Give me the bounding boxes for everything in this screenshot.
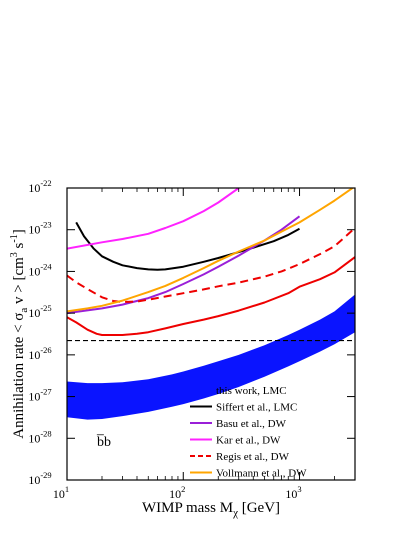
y-tick-label-6: 10-23 [28, 220, 51, 237]
x-tick-base: 10 [53, 487, 65, 501]
y-tick-exp: -25 [40, 303, 51, 313]
channel-annotation: b̅b [96, 434, 111, 450]
y-tick-base: 10 [28, 181, 40, 195]
x-tick-exp: 1 [65, 484, 69, 494]
plot-area [67, 188, 355, 420]
y-tick-base: 10 [28, 348, 40, 362]
legend-label-4: Regis et al., DW [216, 451, 290, 463]
y-tick-base: 10 [28, 473, 40, 487]
y-axis-title-sup1: 3 [9, 252, 20, 257]
legend-label-5: Vollmann et al., DW [216, 468, 307, 480]
band-this-work-lmc [67, 294, 355, 420]
y-axis-title: Annihilation rate < σa v > [cm3 s-1] [9, 229, 30, 438]
series-line-0 [75, 221, 300, 271]
y-tick-base: 10 [28, 390, 40, 404]
y-tick-label-5: 10-24 [28, 261, 52, 278]
y-tick-label-7: 10-22 [28, 178, 51, 195]
y-tick-label-4: 10-25 [28, 303, 51, 320]
legend-label-0: this work, LMC [216, 385, 287, 397]
legend: this work, LMC Siffert et al., LMC Basu et… [190, 385, 307, 480]
x-tick-label-2: 103 [285, 484, 301, 501]
series-line-1 [67, 215, 301, 315]
y-axis-title-end: ] [11, 229, 27, 234]
x-tick-label-0: 101 [53, 484, 69, 501]
plot-frame [66, 187, 356, 481]
y-tick-exp: -27 [40, 387, 51, 397]
y-tick-label-0: 10-29 [28, 470, 51, 487]
y-tick-label-1: 10-28 [28, 428, 51, 445]
y-tick-label-2: 10-27 [28, 387, 51, 404]
series-line-3 [67, 227, 355, 303]
y-tick-base: 10 [28, 223, 40, 237]
series-line-5 [67, 188, 355, 313]
y-tick-base: 10 [28, 431, 40, 445]
y-axis-title-sub: a [18, 308, 30, 313]
legend-label-3: Kar et al., DW [216, 435, 281, 447]
y-tick-exp: -23 [40, 220, 51, 230]
legend-label-1: Siffert et al., LMC [216, 402, 297, 414]
legend-label-2: Basu et al., DW [216, 418, 287, 430]
y-tick-base: 10 [28, 264, 40, 278]
axis-ticks: 101 102 10310-2910-2810-2710-2610-2510-241… [28, 178, 356, 501]
x-tick-base: 10 [285, 487, 297, 501]
y-tick-base: 10 [28, 306, 40, 320]
x-axis-title: WIMP mass Mχ [GeV] [142, 500, 280, 519]
y-axis-title-sup2: -1 [9, 234, 20, 242]
y-axis-title-mid: v > [cm [11, 257, 27, 308]
y-tick-exp: -29 [40, 470, 51, 480]
y-tick-exp: -24 [40, 261, 52, 271]
y-tick-exp: -22 [40, 178, 51, 188]
y-tick-exp: -26 [40, 345, 51, 355]
series-line-2 [67, 188, 240, 250]
x-axis-title-main: WIMP mass M [142, 500, 233, 516]
x-tick-base: 10 [169, 487, 181, 501]
y-tick-exp: -28 [40, 428, 51, 438]
y-axis-title-prefix: Annihilation rate < σ [11, 313, 27, 439]
x-tick-label-1: 102 [169, 484, 185, 501]
x-axis-title-sub: χ [232, 507, 238, 519]
series-line-4 [67, 256, 355, 336]
x-tick-exp: 3 [297, 484, 301, 494]
x-axis-title-unit: [GeV] [238, 500, 280, 516]
x-tick-exp: 2 [181, 484, 185, 494]
y-tick-label-3: 10-26 [28, 345, 51, 362]
y-axis-title-s: s [11, 242, 27, 252]
